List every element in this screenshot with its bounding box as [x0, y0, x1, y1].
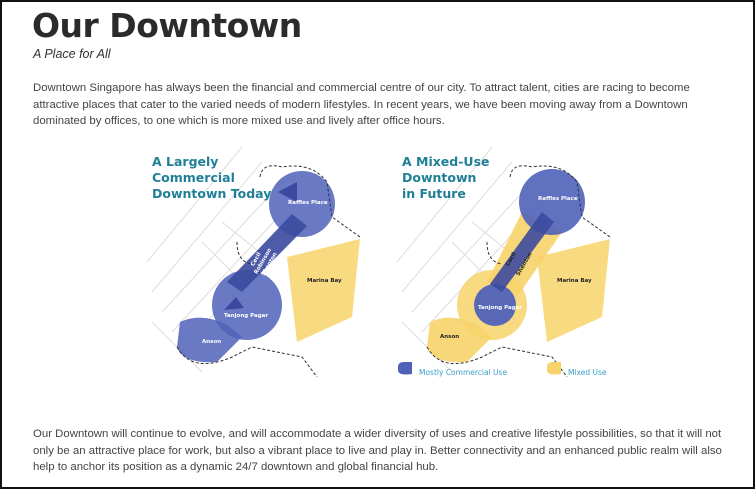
- label-raffles: Raffles Place: [538, 196, 578, 202]
- downtown-maps-figure: A Largely Commercial Downtown Today Raff…: [146, 146, 611, 378]
- map-future-title-3: in Future: [402, 186, 466, 201]
- intro-paragraph: Downtown Singapore has always been the f…: [33, 82, 690, 127]
- label-marina: Marina Bay: [557, 278, 592, 284]
- marina-bay-area: [287, 239, 360, 342]
- map-today: A Largely Commercial Downtown Today Raff…: [146, 146, 361, 378]
- tanjong-pagar-circle: [212, 270, 282, 340]
- corridor-arrow: [227, 214, 307, 292]
- label-tanjong: Tanjong Pagar: [478, 305, 522, 311]
- map-today-title-1: A Largely: [152, 154, 218, 169]
- page-title: Our Downtown: [32, 6, 302, 45]
- raffles-place-circle: [519, 169, 585, 235]
- label-raffles: Raffles Place: [288, 200, 328, 206]
- anson-area: [177, 317, 242, 363]
- map-today-title-3: Downtown Today: [152, 186, 271, 201]
- legend-commercial-swatch: [398, 362, 412, 375]
- raffles-place-circle: [269, 171, 335, 237]
- page-subtitle: A Place for All: [33, 47, 111, 61]
- label-anson: Anson: [202, 339, 221, 345]
- corridor-arrow: [490, 212, 554, 292]
- label-marina: Marina Bay: [307, 278, 342, 284]
- map-today-title-2: Commercial: [152, 170, 235, 185]
- tanjong-pagar-circle: [474, 284, 516, 326]
- map-future: A Mixed-Use Downtown in Future Raffles P…: [396, 146, 611, 378]
- closing-paragraph: Our Downtown will continue to evolve, an…: [33, 428, 722, 473]
- legend-mixed-label: Mixed Use: [568, 368, 607, 377]
- legend-commercial-label: Mostly Commercial Use: [419, 368, 507, 377]
- marina-bay-area: [537, 239, 610, 342]
- map-future-title-2: Downtown: [402, 170, 476, 185]
- anson-area: [427, 317, 492, 363]
- label-tanjong: Tanjong Pagar: [224, 313, 268, 319]
- legend-mixed-swatch: [547, 362, 561, 375]
- map-future-title-1: A Mixed-Use: [402, 154, 490, 169]
- label-anson: Anson: [440, 334, 459, 340]
